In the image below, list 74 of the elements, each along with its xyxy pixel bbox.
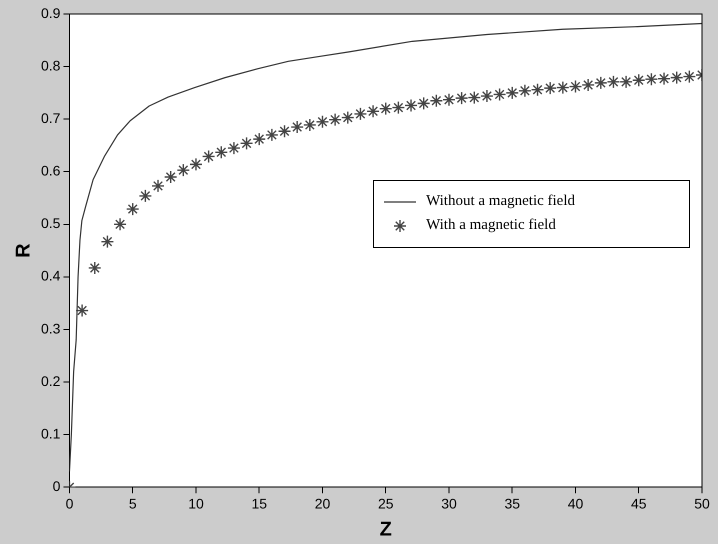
point xyxy=(113,218,127,232)
point xyxy=(252,132,266,146)
point xyxy=(240,136,254,150)
point xyxy=(543,81,557,95)
y-axis-title: R xyxy=(12,242,35,258)
point xyxy=(138,189,152,203)
point xyxy=(341,110,354,124)
point xyxy=(492,88,506,102)
point xyxy=(303,118,317,132)
x-tick-label: 20 xyxy=(314,495,330,512)
point xyxy=(632,74,646,87)
y-tick-label: 0.1 xyxy=(40,425,61,442)
point xyxy=(75,304,89,318)
legend-label: Without a magnetic field xyxy=(426,192,576,210)
point xyxy=(290,120,304,134)
point xyxy=(480,89,494,103)
point xyxy=(151,179,165,193)
x-tick-label: 0 xyxy=(66,495,74,512)
y-tick-label: 0.2 xyxy=(40,372,61,389)
point xyxy=(442,93,456,106)
point xyxy=(657,72,671,86)
point xyxy=(214,146,228,159)
y-tick-label: 0.3 xyxy=(40,320,61,336)
point xyxy=(176,163,190,177)
y-tick-label: 0.5 xyxy=(40,215,61,232)
point xyxy=(366,104,380,118)
point xyxy=(619,75,633,89)
legend-label: With a magnetic field xyxy=(426,216,557,234)
point xyxy=(227,141,241,155)
x-axis-title: Z xyxy=(380,518,392,541)
x-tick-label: 35 xyxy=(504,495,520,512)
point xyxy=(670,70,684,84)
y-tick-label: 0.4 xyxy=(40,268,61,284)
y-tick-label: 0.7 xyxy=(40,110,61,126)
point xyxy=(392,100,406,114)
point xyxy=(506,86,519,100)
x-tick-label: 15 xyxy=(251,495,268,512)
point xyxy=(328,112,342,126)
point xyxy=(202,150,216,164)
point xyxy=(189,158,203,172)
x-tick-label: 45 xyxy=(630,495,647,512)
x-tick-label: 5 xyxy=(128,495,137,512)
point xyxy=(468,90,481,104)
point xyxy=(416,96,430,110)
point xyxy=(265,128,279,142)
point xyxy=(530,83,544,96)
point xyxy=(430,94,444,108)
y-tick-label: 0.9 xyxy=(40,4,61,21)
point xyxy=(644,72,658,86)
point xyxy=(379,102,392,116)
y-tick-label: 0 xyxy=(52,478,61,494)
x-tick-label: 25 xyxy=(378,495,394,512)
point xyxy=(354,107,368,121)
point xyxy=(518,84,532,98)
point xyxy=(556,80,570,94)
point xyxy=(100,234,114,248)
point xyxy=(568,80,582,94)
x-tick-label: 10 xyxy=(188,495,204,512)
point xyxy=(581,78,595,92)
point xyxy=(278,124,292,138)
point xyxy=(316,115,330,128)
x-tick-label: 40 xyxy=(568,495,584,512)
point xyxy=(682,70,696,84)
x-tick-label: 30 xyxy=(441,495,457,512)
point xyxy=(164,170,178,184)
y-tick-label: 0.6 xyxy=(40,162,61,179)
x-tick-label: 50 xyxy=(694,495,710,512)
point xyxy=(404,98,418,112)
point xyxy=(454,91,468,105)
point xyxy=(88,261,102,275)
point xyxy=(606,75,620,89)
point xyxy=(126,202,140,216)
y-tick-label: 0.8 xyxy=(40,57,61,74)
point xyxy=(594,76,608,90)
